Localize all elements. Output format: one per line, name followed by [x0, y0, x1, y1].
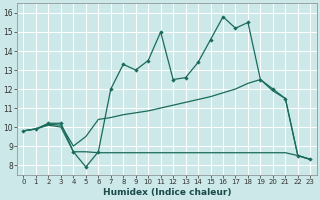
- X-axis label: Humidex (Indice chaleur): Humidex (Indice chaleur): [103, 188, 231, 197]
